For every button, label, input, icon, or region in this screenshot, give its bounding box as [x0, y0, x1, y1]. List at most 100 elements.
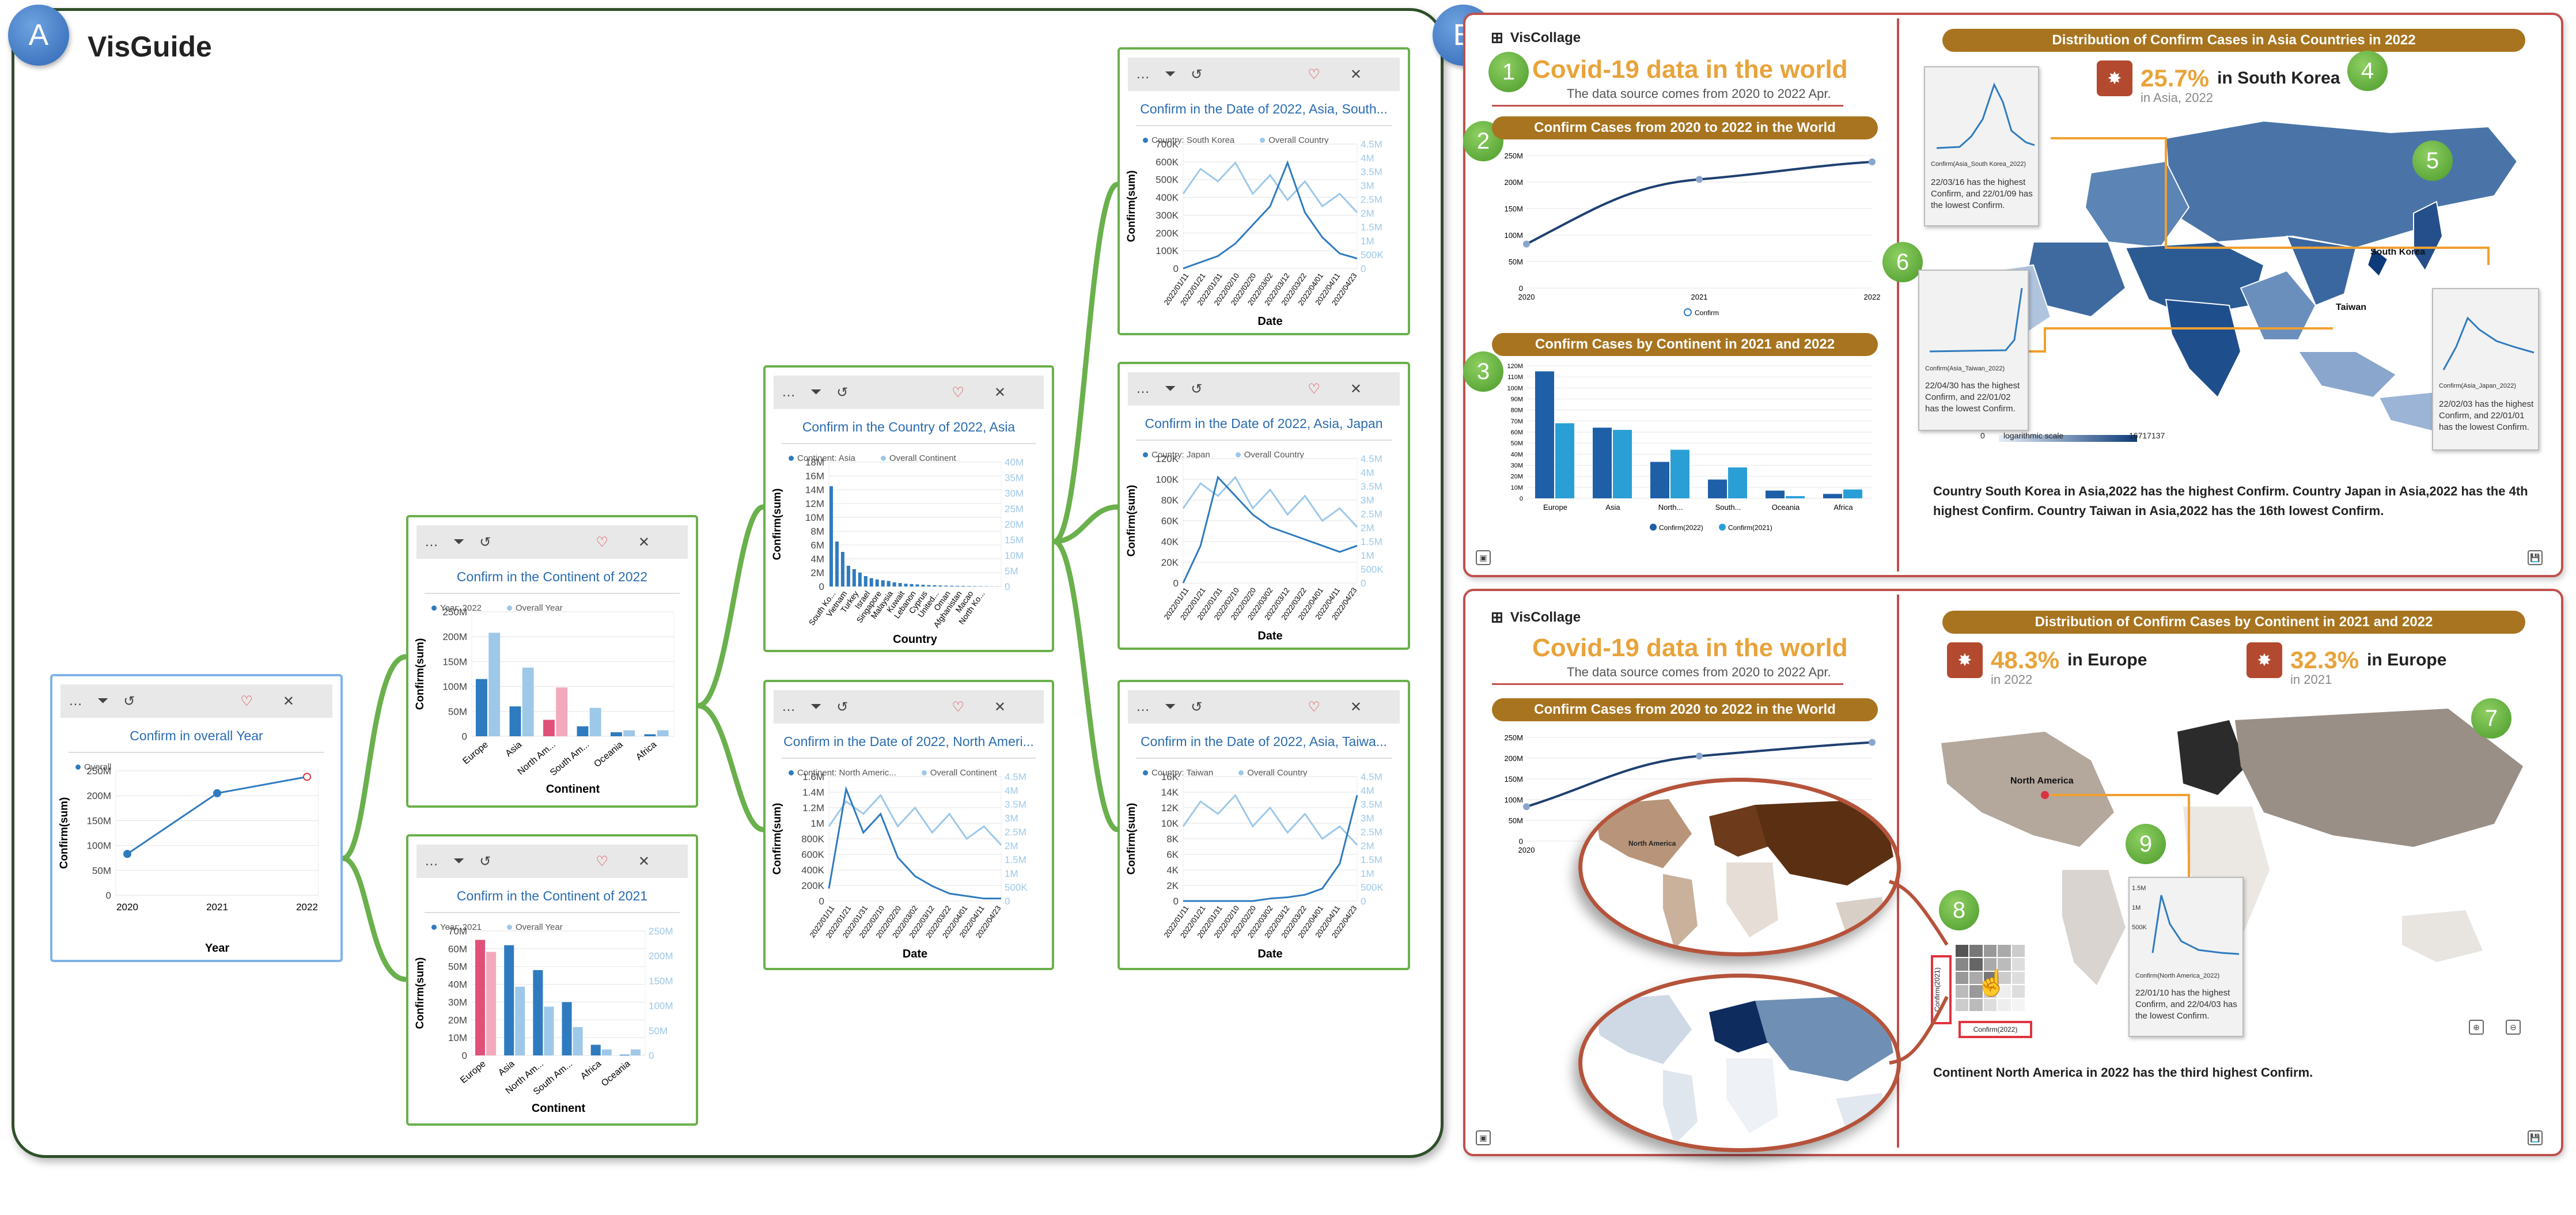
favorite-icon[interactable]: ♡ — [1308, 699, 1320, 715]
matrix-cell[interactable] — [1969, 958, 1983, 971]
close-icon[interactable]: ✕ — [994, 699, 1006, 715]
undo-icon[interactable]: ↺ — [1191, 66, 1203, 82]
filter-icon[interactable]: ⏷ — [453, 853, 465, 869]
favorite-icon[interactable]: ♡ — [596, 534, 608, 550]
filter-icon[interactable]: ⏷ — [810, 699, 822, 714]
matrix-cell[interactable] — [2011, 998, 2025, 1011]
more-icon[interactable]: … — [425, 853, 438, 869]
close-icon[interactable]: ✕ — [638, 853, 650, 869]
collage-2-save-icon[interactable]: 💾 — [2528, 1130, 2543, 1145]
matrix-cell[interactable] — [1983, 985, 1997, 998]
mini-chart-korea[interactable]: Confirm(Asia_South Korea_2022) 22/03/16 … — [1924, 66, 2039, 226]
matrix-cell[interactable] — [1956, 958, 1969, 971]
world-continent-map[interactable]: North America — [1930, 697, 2540, 1020]
matrix-cell[interactable] — [1983, 998, 1997, 1011]
card-date-japan[interactable]: … ⏷ ↺ ♡ ✕ Confirm in the Date of 2022, A… — [1117, 362, 1410, 650]
matrix-cell[interactable] — [1998, 971, 2011, 985]
zoom-out-icon[interactable]: ⊖ — [2506, 1020, 2521, 1035]
matrix-cell[interactable] — [1956, 971, 1969, 985]
mini-chart-japan[interactable]: Confirm(Asia_Japan_2022) 22/02/03 has th… — [2432, 288, 2539, 451]
undo-icon[interactable]: ↺ — [479, 534, 491, 550]
more-icon[interactable]: … — [1136, 66, 1150, 82]
filter-icon[interactable]: ⏷ — [1165, 66, 1176, 82]
matrix-cell[interactable] — [1969, 998, 1983, 1011]
more-icon[interactable]: … — [1136, 699, 1150, 714]
collage-1-expand-icon[interactable]: ▣ — [1476, 550, 1491, 565]
collage-2-expand-icon[interactable]: ▣ — [1476, 1130, 1491, 1145]
scale-bar — [1999, 435, 2137, 442]
matrix-cell[interactable] — [1969, 945, 1983, 957]
close-icon[interactable]: ✕ — [1350, 381, 1362, 397]
more-icon[interactable]: … — [782, 699, 795, 714]
matrix-cell[interactable] — [2011, 958, 2025, 971]
filter-icon[interactable]: ⏷ — [1165, 381, 1176, 396]
zoom-in-icon[interactable]: ⊕ — [2469, 1020, 2484, 1035]
undo-icon[interactable]: ↺ — [479, 853, 491, 869]
y2-tick-label: 1.5M — [1361, 536, 1382, 547]
collage-grid-icon[interactable]: ⊞ — [1491, 29, 1503, 46]
undo-icon[interactable]: ↺ — [1191, 381, 1203, 397]
close-icon[interactable]: ✕ — [994, 384, 1006, 400]
matrix-cell[interactable] — [1998, 998, 2011, 1011]
favorite-icon[interactable]: ♡ — [596, 853, 608, 869]
favorite-icon[interactable]: ♡ — [1308, 381, 1320, 397]
close-icon[interactable]: ✕ — [282, 693, 294, 709]
undo-icon[interactable]: ↺ — [123, 693, 135, 709]
matrix-cell[interactable] — [2011, 945, 2025, 957]
matrix-cell[interactable] — [1956, 985, 1969, 998]
map-label-korea: South Korea — [2370, 247, 2425, 257]
favorite-icon[interactable]: ♡ — [952, 699, 964, 715]
matrix-cell[interactable] — [1956, 998, 1969, 1011]
undo-icon[interactable]: ↺ — [836, 699, 848, 715]
collage-2-grid-icon[interactable]: ⊞ — [1491, 608, 1503, 626]
series-line — [1182, 475, 1358, 584]
matrix-cell[interactable] — [1983, 945, 1997, 957]
more-icon[interactable]: … — [69, 693, 82, 709]
matrix-cell[interactable] — [2011, 985, 2025, 998]
legend-item: Overall Country — [1260, 135, 1328, 145]
bar-current — [509, 706, 521, 736]
mini-chart-na[interactable]: 1.5M 1M 500K Confirm(North America_2022)… — [2128, 877, 2244, 1037]
bar-country — [858, 573, 862, 586]
matrix-cell[interactable] — [1969, 971, 1983, 985]
close-icon[interactable]: ✕ — [1350, 66, 1362, 82]
confirm-matrix[interactable] — [1956, 945, 2025, 1011]
favorite-icon[interactable]: ♡ — [952, 384, 964, 400]
more-icon[interactable]: … — [425, 534, 438, 550]
filter-icon[interactable]: ⏷ — [1165, 699, 1176, 714]
more-icon[interactable]: … — [782, 384, 795, 400]
collage-1-save-icon[interactable]: 💾 — [2528, 550, 2543, 565]
card-date-taiwan[interactable]: … ⏷ ↺ ♡ ✕ Confirm in the Date of 2022, A… — [1117, 680, 1410, 970]
matrix-cell[interactable] — [1998, 958, 2011, 971]
favorite-icon[interactable]: ♡ — [1308, 66, 1320, 82]
matrix-cell[interactable] — [1998, 985, 2011, 998]
filter-icon[interactable]: ⏷ — [810, 384, 822, 400]
matrix-cell[interactable] — [1956, 945, 1969, 957]
card-country-2022-asia[interactable]: … ⏷ ↺ ♡ ✕ Confirm in the Country of 2022… — [763, 365, 1054, 652]
filter-icon[interactable]: ⏷ — [97, 693, 109, 709]
asia-map[interactable]: South Korea Taiwan — [1918, 98, 2546, 455]
filter-icon[interactable]: ⏷ — [453, 534, 465, 550]
card-date-south-korea[interactable]: … ⏷ ↺ ♡ ✕ Confirm in the Date of 2022, A… — [1117, 47, 1410, 335]
card-date-north-america[interactable]: … ⏷ ↺ ♡ ✕ Confirm in the Date of 2022, N… — [763, 680, 1054, 970]
matrix-cell[interactable] — [1983, 971, 1997, 985]
matrix-cell[interactable] — [1983, 958, 1997, 971]
favorite-icon[interactable]: ♡ — [240, 693, 253, 709]
chart-continent: 120M 110M 100M 90M 80M 70M 60M 50M 40M 30M 20M 10M 0… — [1507, 363, 1872, 532]
card-overall-year[interactable]: … ⏷ ↺ ♡ ✕ Confirm in overall Year Overal… — [50, 674, 343, 962]
matrix-cell[interactable] — [1969, 985, 1983, 998]
card-continent-2021[interactable]: … ⏷ ↺ ♡ ✕ Confirm in the Continent of 20… — [406, 834, 698, 1126]
lens-2022-map — [1594, 799, 1893, 949]
close-icon[interactable]: ✕ — [638, 534, 650, 550]
bar-country — [881, 580, 885, 586]
matrix-x-label[interactable]: Confirm(2022) — [1958, 1021, 2032, 1038]
series-line — [828, 786, 1001, 900]
undo-icon[interactable]: ↺ — [836, 384, 848, 400]
mini-chart-taiwan[interactable]: Confirm(Asia_Taiwan_2022) 22/04/30 has t… — [1918, 270, 2029, 431]
matrix-cell[interactable] — [2011, 971, 2025, 985]
undo-icon[interactable]: ↺ — [1191, 699, 1203, 715]
card-continent-2022[interactable]: … ⏷ ↺ ♡ ✕ Confirm in the Continent of 20… — [406, 515, 698, 808]
close-icon[interactable]: ✕ — [1350, 699, 1362, 715]
matrix-cell[interactable] — [1998, 945, 2011, 957]
more-icon[interactable]: … — [1136, 381, 1150, 396]
